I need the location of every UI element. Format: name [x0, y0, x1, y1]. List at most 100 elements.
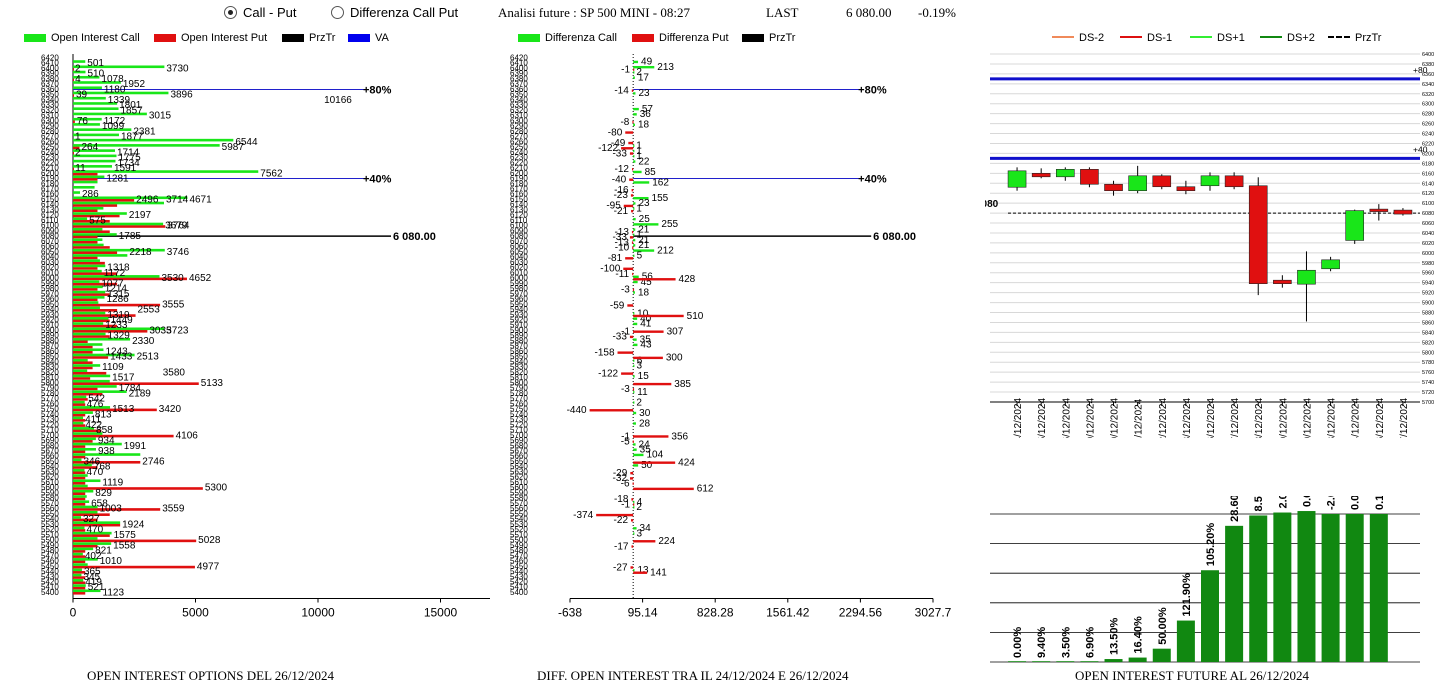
candle-body	[1248, 185, 1268, 284]
y-tick-label: 6020	[1422, 241, 1434, 247]
x-tick-label: 5000	[182, 605, 209, 619]
data-label: 15	[638, 371, 650, 382]
strike-tick-label: 5720	[510, 420, 528, 429]
data-label: 1243	[105, 346, 128, 357]
y-tick-label: 6380	[1422, 62, 1434, 68]
call-bar	[73, 123, 100, 126]
call-bar	[73, 573, 82, 577]
radio-call-put[interactable]: Call - Put	[224, 5, 296, 20]
diff-call-bar	[633, 107, 639, 111]
x-tick-label: 0	[70, 605, 77, 619]
strike-tick-label: 6180	[510, 179, 528, 188]
radio-unselected-icon	[331, 6, 344, 19]
strike-tick-label: 6420	[510, 54, 528, 63]
level-label: +80	[1413, 65, 1428, 75]
call-bar	[73, 558, 98, 561]
data-label: 2	[636, 397, 642, 408]
legend-label: Differenza Call	[545, 32, 617, 44]
mid-legend-prztr: PrzTr	[742, 32, 795, 44]
strike-tick-label: 5940	[510, 305, 528, 314]
y-tick-label: 5800	[1422, 350, 1434, 356]
data-label: -40	[612, 175, 627, 186]
data-label: 1517	[112, 373, 135, 384]
candle-body	[1176, 186, 1196, 192]
strike-tick-label: 6340	[41, 95, 59, 104]
legend-line	[1190, 36, 1212, 38]
legend-label: PrzTr	[769, 32, 796, 44]
data-label: 411	[85, 415, 101, 426]
strike-tick-label: 5970	[41, 289, 59, 298]
data-label: 162	[652, 177, 669, 188]
right-footer: OPEN INTEREST FUTURE AL 26/12/2024	[1075, 668, 1310, 683]
diff-call-bar	[633, 223, 659, 226]
strike-tick-label: 5880	[510, 336, 528, 345]
strike-tick-label: 5890	[41, 331, 59, 340]
oi-value-label: 0.00%	[1012, 627, 1024, 658]
strike-tick-label: 5590	[41, 488, 59, 497]
candle-body	[1007, 170, 1027, 188]
strike-tick-label: 6190	[510, 174, 528, 183]
strike-tick-label: 5630	[510, 467, 528, 476]
strike-tick-label: 5400	[510, 588, 528, 597]
data-label: 21	[638, 224, 650, 235]
call-bar	[73, 516, 82, 519]
strike-tick-label: 6300	[510, 116, 528, 125]
strike-tick-label: 5760	[510, 399, 528, 408]
data-label: 34	[640, 523, 652, 534]
y-tick-label: 6180	[1422, 161, 1434, 167]
put-bar	[73, 298, 98, 302]
data-label: 3723	[166, 325, 189, 336]
call-bar	[73, 453, 141, 456]
data-label: 428	[679, 274, 696, 285]
call-bar	[73, 589, 101, 593]
data-label: 470	[87, 467, 104, 478]
data-label: 813	[95, 409, 112, 420]
radio-differenza[interactable]: Differenza Call Put	[331, 5, 458, 20]
strike-tick-label: 5980	[41, 284, 59, 293]
data-label: 1172	[104, 116, 126, 127]
legend-swatch	[282, 34, 304, 42]
diff-call-bar	[633, 291, 635, 294]
diff-call-bar	[633, 65, 655, 69]
diff-call-bar	[633, 196, 649, 200]
strike-tick-label: 5540	[510, 515, 528, 524]
put-bar	[73, 282, 118, 286]
oi-bar	[1080, 661, 1099, 662]
va-label: +80%	[363, 84, 392, 96]
data-label: -80	[608, 127, 623, 138]
strike-tick-label: 5780	[510, 389, 528, 398]
data-label: 1318	[107, 263, 130, 274]
y-tick-label: 5740	[1422, 380, 1434, 386]
data-label: 1	[636, 203, 642, 214]
strike-tick-label: 5730	[510, 415, 528, 424]
data-label: 141	[650, 568, 667, 579]
call-bar	[73, 337, 131, 341]
strike-tick-label: 5560	[510, 504, 528, 513]
legend-swatch	[348, 34, 370, 42]
call-bar	[73, 406, 111, 409]
data-label: 24	[639, 439, 651, 450]
diff-call-bar	[633, 411, 637, 415]
strike-tick-label: 5840	[41, 357, 59, 366]
strike-tick-label: 6330	[41, 101, 59, 110]
data-label: 476	[87, 399, 104, 410]
radio-selected-icon	[224, 6, 237, 19]
call-bar	[73, 364, 101, 367]
strike-tick-label: 5460	[510, 557, 528, 566]
data-label: -14	[614, 85, 629, 96]
candle-body	[1297, 269, 1316, 285]
przTr-label: 6 080.00	[873, 231, 916, 243]
data-label: 40	[640, 314, 652, 325]
data-label: -95	[606, 201, 621, 212]
diff-call-bar	[633, 390, 635, 394]
strike-tick-label: 6070	[510, 237, 528, 246]
diff-put-bar	[623, 267, 634, 270]
x-tick-label: 1561.42	[766, 605, 810, 619]
diff-call-bar	[633, 244, 636, 247]
data-label: 1734	[117, 158, 140, 169]
data-label: 385	[674, 379, 691, 390]
strike-tick-label: 5740	[510, 410, 528, 419]
call-bar	[73, 238, 103, 241]
put-bar	[73, 120, 75, 123]
data-label: -10	[615, 243, 630, 254]
